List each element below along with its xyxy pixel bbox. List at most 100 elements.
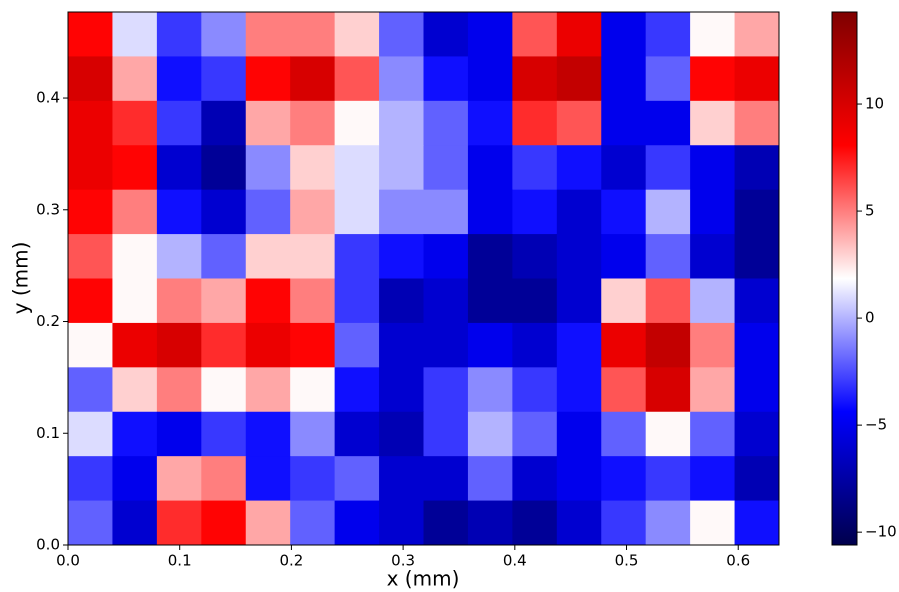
heatmap-cell [112, 234, 158, 279]
heatmap-cell [645, 367, 691, 413]
heatmap-cell [690, 12, 736, 57]
heatmap-cell [334, 145, 380, 191]
heatmap-cell [423, 145, 469, 191]
heatmap-cell [423, 12, 469, 57]
heatmap-cell [68, 56, 113, 102]
heatmap-cell [734, 411, 779, 457]
heatmap-cell [290, 322, 336, 368]
heatmap-cell [645, 100, 691, 146]
heatmap-cell [290, 145, 336, 191]
heatmap-cell [556, 56, 602, 102]
heatmap-cell [423, 100, 469, 146]
heatmap-cell [112, 411, 158, 457]
heatmap-cell [423, 500, 469, 545]
heatmap-cell [690, 145, 736, 191]
heatmap-cell [201, 12, 247, 57]
heatmap-cell [645, 322, 691, 368]
y-tick-label: 0.2 [36, 312, 60, 330]
heatmap-cell [201, 56, 247, 102]
heatmap-cell [290, 234, 336, 279]
heatmap-cell [467, 500, 513, 545]
heatmap-cell [690, 456, 736, 502]
heatmap-cell [690, 411, 736, 457]
x-tick-label: 0.3 [391, 552, 415, 570]
heatmap-cell [379, 322, 424, 368]
colorbar [831, 11, 858, 546]
heatmap-cell [201, 367, 247, 413]
heatmap-cell [512, 189, 558, 235]
heatmap-cell [379, 100, 424, 146]
heatmap-cell [645, 500, 691, 545]
heatmap-cell [156, 234, 202, 279]
heatmap-cell [68, 12, 113, 57]
heatmap-cell [68, 189, 113, 235]
heatmap-cell [112, 367, 158, 413]
heatmap-cell [201, 500, 247, 545]
heatmap-cell [68, 500, 113, 545]
colorbar-tick-label: 10 [865, 95, 884, 113]
heatmap-cell [556, 234, 602, 279]
heatmap-cell [734, 322, 779, 368]
y-tick-label: 0.0 [36, 536, 60, 554]
heatmap-cell [512, 367, 558, 413]
heatmap-cell [690, 500, 736, 545]
heatmap-cell [334, 12, 380, 57]
colorbar-tick-label: 5 [865, 202, 875, 220]
colorbar-tick-label: −5 [865, 416, 887, 434]
heatmap-cell [512, 278, 558, 324]
heatmap-cell [290, 12, 336, 57]
heatmap-cell [601, 322, 647, 368]
heatmap-cell [156, 278, 202, 324]
heatmap-cell [245, 189, 291, 235]
heatmap-cell [601, 411, 647, 457]
heatmap-cell [556, 367, 602, 413]
heatmap-cell [645, 411, 691, 457]
heatmap-cell [290, 456, 336, 502]
heatmap-cell [423, 456, 469, 502]
heatmap-cell [734, 234, 779, 279]
heatmap-cell [201, 189, 247, 235]
heatmap-cell [601, 12, 647, 57]
heatmap-cell [245, 56, 291, 102]
heatmap-cell [467, 367, 513, 413]
heatmap-cell [290, 56, 336, 102]
heatmap-cell [601, 100, 647, 146]
heatmap-cell [245, 12, 291, 57]
heatmap-cell [690, 278, 736, 324]
heatmap-cell [423, 411, 469, 457]
heatmap-cell [379, 12, 424, 57]
heatmap-cell [156, 100, 202, 146]
heatmap-cell [734, 56, 779, 102]
heatmap-cell [467, 56, 513, 102]
heatmap-cell [201, 278, 247, 324]
heatmap-cell [112, 322, 158, 368]
heatmap-cell [112, 56, 158, 102]
heatmap-cell [156, 322, 202, 368]
heatmap-cell [68, 322, 113, 368]
heatmap-cell [601, 56, 647, 102]
heatmap-cell [201, 145, 247, 191]
heatmap-cell [245, 367, 291, 413]
heatmap-cell [379, 234, 424, 279]
y-tick-label: 0.1 [36, 424, 60, 442]
heatmap-cell [68, 278, 113, 324]
heatmap-cell [512, 234, 558, 279]
y-tick-label: 0.3 [36, 200, 60, 218]
heatmap-cell [423, 278, 469, 324]
heatmap-cell [201, 100, 247, 146]
heatmap-cell [68, 456, 113, 502]
heatmap-cell [512, 500, 558, 545]
heatmap-cell [379, 500, 424, 545]
x-tick-label: 0.2 [279, 552, 303, 570]
x-tick-label: 0.5 [615, 552, 639, 570]
heatmap-cell [556, 189, 602, 235]
heatmap-cell [467, 456, 513, 502]
heatmap-cell [645, 234, 691, 279]
heatmap-cell [601, 367, 647, 413]
heatmap-cell [601, 456, 647, 502]
heatmap-cell [734, 145, 779, 191]
heatmap-cell [467, 322, 513, 368]
heatmap-cell [156, 56, 202, 102]
heatmap-cell [467, 189, 513, 235]
